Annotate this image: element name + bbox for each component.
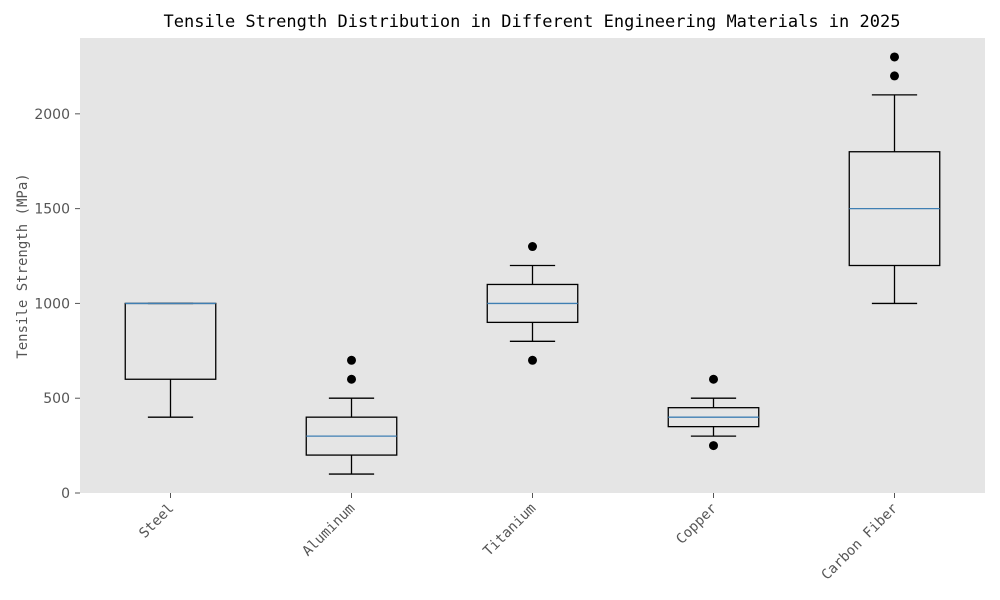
x-tick-label-copper: Copper	[673, 501, 720, 548]
x-tick-label-carbon-fiber: Carbon Fiber	[818, 501, 901, 584]
y-tick-label-3: 1500	[34, 202, 70, 218]
outlier-aluminum-0	[347, 374, 356, 384]
x-tick-label-titanium: Titanium	[480, 501, 539, 560]
x-tick-label-steel: Steel	[136, 501, 177, 542]
outlier-titanium-0	[528, 355, 537, 365]
y-tick-label-1: 500	[43, 391, 70, 407]
outlier-carbon-fiber-1	[890, 52, 899, 62]
y-tick-label-4: 2000	[34, 107, 70, 123]
outlier-aluminum-1	[347, 355, 356, 365]
chart-title: Tensile Strength Distribution in Differe…	[164, 12, 901, 32]
outlier-titanium-1	[528, 242, 537, 252]
outlier-copper-0	[709, 441, 718, 451]
y-tick-label-0: 0	[61, 486, 70, 502]
outlier-copper-1	[709, 374, 718, 384]
outlier-carbon-fiber-0	[890, 71, 899, 81]
y-axis-label: Tensile Strength (MPa)	[15, 173, 31, 358]
y-tick-label-2: 1000	[34, 296, 70, 312]
x-tick-label-aluminum: Aluminum	[299, 501, 358, 560]
